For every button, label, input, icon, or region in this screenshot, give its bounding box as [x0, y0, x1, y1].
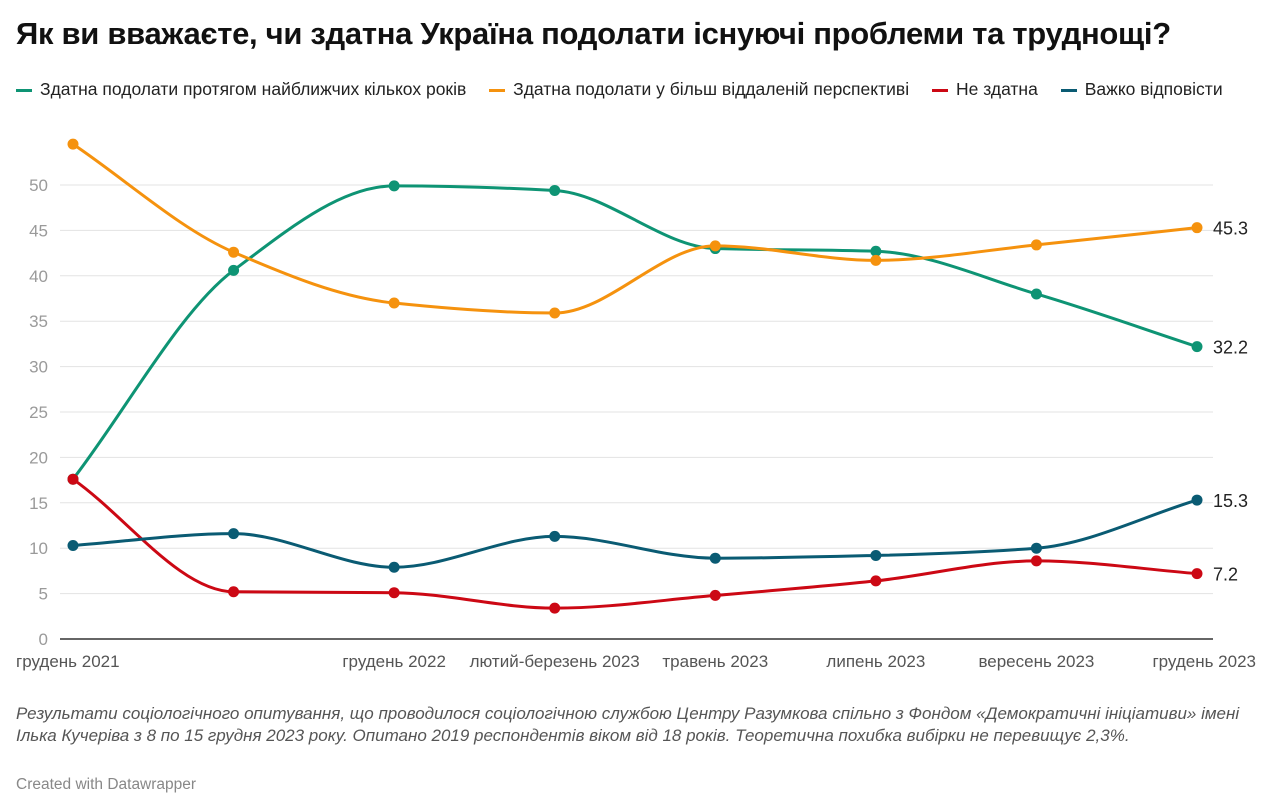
- data-point: [1030, 555, 1042, 567]
- data-point: [388, 297, 400, 309]
- data-point: [549, 602, 561, 614]
- legend-item: Не здатна: [931, 74, 1038, 104]
- y-tick-label: 30: [29, 358, 48, 377]
- data-point: [549, 530, 561, 542]
- data-point: [1191, 568, 1203, 580]
- data-point: [228, 586, 240, 598]
- legend-swatch: [1060, 88, 1077, 92]
- data-point: [388, 180, 400, 192]
- data-point: [67, 138, 79, 150]
- legend: Здатна подолати протягом найближчих кіль…: [16, 74, 1266, 104]
- data-point: [388, 587, 400, 599]
- legend-label: Не здатна: [955, 79, 1038, 99]
- legend-swatch: [489, 88, 506, 92]
- x-tick-label: вересень 2023: [978, 652, 1094, 671]
- series-line: [72, 142, 1198, 315]
- y-tick-label: 50: [29, 176, 48, 195]
- data-point: [1030, 288, 1042, 300]
- credit: Created with Datawrapper: [16, 776, 197, 793]
- end-value-label: 15.3: [1213, 491, 1248, 511]
- data-point: [228, 528, 240, 540]
- data-point: [870, 549, 882, 561]
- legend-label: Здатна подолати протягом найближчих кіль…: [40, 79, 467, 99]
- x-tick-label: лютий-березень 2023: [470, 652, 640, 671]
- data-point: [1030, 542, 1042, 554]
- data-point: [870, 575, 882, 587]
- data-point: [228, 264, 240, 276]
- data-point: [1191, 341, 1203, 353]
- data-point: [870, 254, 882, 266]
- y-tick-label: 35: [29, 312, 48, 331]
- data-point: [228, 246, 240, 258]
- chart-title: Як ви вважаєте, чи здатна Україна подола…: [16, 16, 1171, 51]
- data-point: [388, 561, 400, 573]
- data-point: [67, 539, 79, 551]
- end-value-label: 7.2: [1213, 565, 1238, 585]
- series-line: [72, 477, 1198, 610]
- footnote: Результати соціологічного опитування, що…: [16, 704, 1240, 745]
- legend-item: Здатна подолати у більш віддаленій персп…: [489, 74, 909, 104]
- legend-label: Важко відповісти: [1084, 79, 1223, 99]
- y-tick-label: 5: [39, 585, 48, 604]
- data-point: [870, 245, 882, 257]
- end-value-label: 45.3: [1213, 219, 1248, 239]
- x-tick-label: липень 2023: [826, 652, 925, 671]
- legend-swatch: [931, 88, 948, 92]
- data-point: [1191, 494, 1203, 506]
- data-point: [549, 184, 561, 196]
- data-point: [549, 307, 561, 319]
- y-tick-label: 20: [29, 448, 48, 467]
- y-tick-label: 10: [29, 539, 48, 558]
- legend-item: Здатна подолати протягом найближчих кіль…: [16, 74, 466, 104]
- x-tick-label: травень 2023: [662, 652, 768, 671]
- y-tick-label: 25: [29, 403, 48, 422]
- y-tick-label: 15: [29, 494, 48, 513]
- line-chart: 0 5 10 15 20 25 30 35 40 45 50 грудень 2021 грудень …: [16, 138, 1256, 671]
- data-point: [1191, 222, 1203, 234]
- x-tick-label: грудень 2021: [16, 652, 120, 671]
- data-point: [67, 473, 79, 485]
- y-tick-label: 40: [29, 267, 48, 286]
- y-tick-label: 45: [29, 221, 48, 240]
- legend-swatch: [16, 88, 32, 92]
- data-point: [709, 552, 721, 564]
- legend-item: Важко відповісти: [1060, 74, 1223, 104]
- x-tick-label: грудень 2022: [342, 652, 446, 671]
- legend-label: Здатна подолати у більш віддаленій персп…: [513, 79, 910, 99]
- x-tick-label: грудень 2023: [1152, 652, 1256, 671]
- data-point: [709, 240, 721, 252]
- data-point: [709, 589, 721, 601]
- end-value-label: 32.2: [1213, 338, 1248, 358]
- y-tick-label: 0: [39, 630, 48, 649]
- series-line: [72, 498, 1198, 569]
- data-point: [1030, 239, 1042, 251]
